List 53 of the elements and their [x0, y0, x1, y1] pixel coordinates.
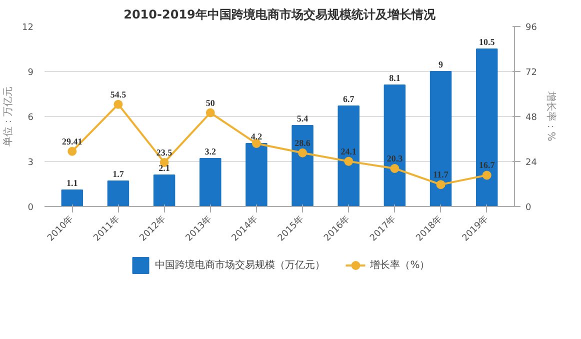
- legend-label: 中国跨境电商市场交易规模（万亿元）: [155, 258, 326, 272]
- bar: [384, 84, 406, 206]
- bar: [476, 48, 498, 206]
- data-label: 9: [438, 60, 444, 70]
- point: [390, 164, 400, 173]
- y2-tick-label: 72: [526, 68, 537, 78]
- data-label: 28.6: [294, 138, 311, 148]
- data-label: 5.4: [296, 114, 309, 124]
- data-label: 3.2: [204, 146, 217, 156]
- y2-axis-title: 增长率：%: [544, 90, 557, 142]
- y-tick-label: 0: [28, 203, 34, 213]
- data-label: 16.7: [478, 160, 496, 170]
- data-label: 24.1: [340, 146, 357, 156]
- data-label: 1.7: [112, 169, 124, 179]
- bar: [200, 158, 222, 206]
- point: [206, 108, 215, 118]
- point: [252, 139, 261, 148]
- bar: [338, 106, 360, 206]
- bar: [292, 125, 314, 206]
- data-label: 2.1: [158, 163, 170, 173]
- y2-tick-label: 96: [526, 23, 538, 33]
- data-label: 1.1: [66, 178, 78, 188]
- data-label: 29.41: [62, 136, 83, 146]
- y2-tick-label: 0: [526, 203, 532, 213]
- data-label: 54.5: [110, 89, 127, 100]
- point: [482, 170, 492, 180]
- point: [114, 100, 123, 109]
- y2-tick-label: 48: [526, 113, 538, 123]
- data-label: 4.2: [250, 132, 263, 142]
- point: [344, 156, 354, 166]
- y-axis-title: 单位：万亿元: [2, 86, 14, 146]
- y-tick-label: 6: [28, 113, 34, 123]
- y2-tick-label: 24: [526, 158, 538, 168]
- data-label: 11.7: [433, 170, 449, 180]
- bar: [107, 180, 130, 206]
- y-tick-label: 3: [28, 158, 34, 168]
- bar: [61, 190, 84, 206]
- chart-title: 2010-2019年中国跨境电商市场交易规模统计及增长情况: [124, 8, 436, 22]
- data-label: 50: [206, 98, 216, 108]
- data-label: 6.7: [342, 94, 355, 104]
- data-label: 23.5: [156, 147, 173, 158]
- point: [68, 146, 77, 156]
- point: [298, 148, 308, 158]
- y-tick-label: 9: [28, 68, 34, 78]
- point: [436, 180, 446, 190]
- data-label: 10.5: [478, 37, 496, 47]
- bar: [246, 143, 268, 206]
- y-tick-label: 12: [22, 23, 34, 33]
- bar: [153, 174, 176, 206]
- data-label: 8.1: [389, 73, 401, 83]
- legend-label: 增长率（%）: [370, 258, 430, 272]
- bar: [430, 71, 452, 206]
- data-label: 20.3: [386, 153, 404, 164]
